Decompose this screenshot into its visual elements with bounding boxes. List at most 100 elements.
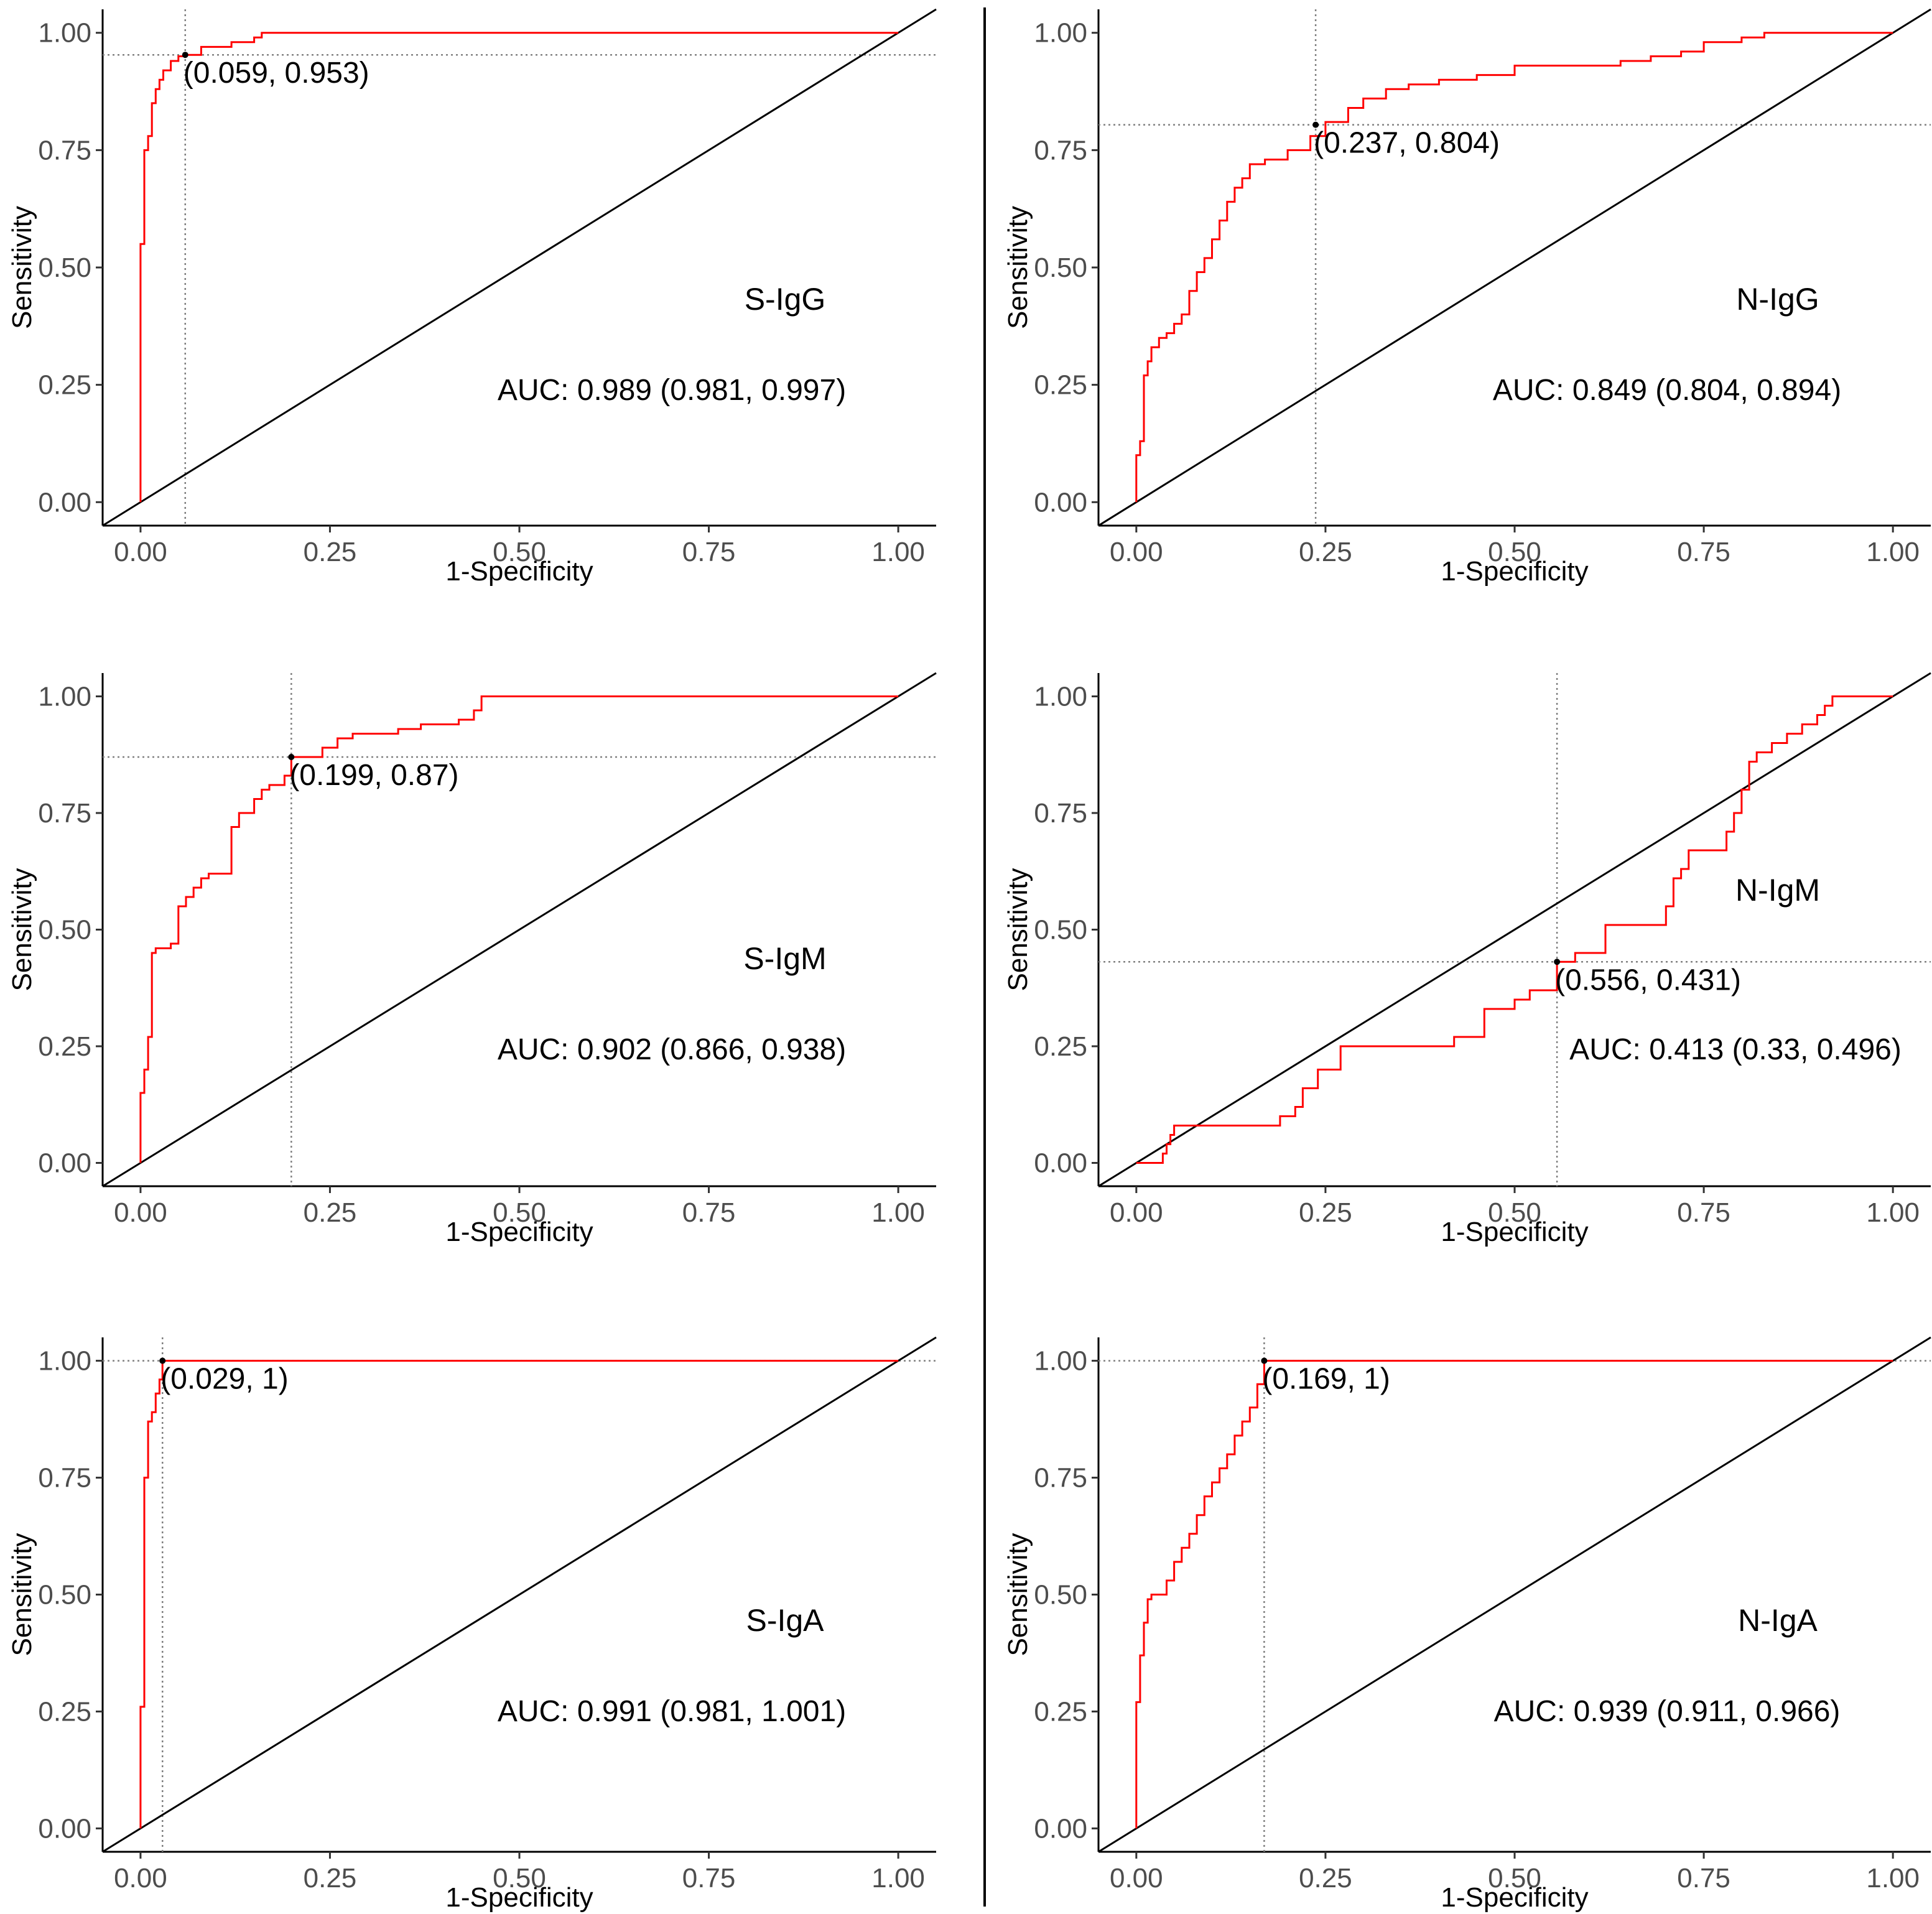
x-tick-label: 0.25: [304, 1197, 357, 1228]
auc-text: AUC: 0.991 (0.981, 1.001): [498, 1695, 846, 1728]
x-tick-label: 0.50: [1488, 537, 1541, 567]
x-axis-title: 1-Specificity: [445, 1882, 593, 1913]
x-tick-label: 1.00: [871, 537, 925, 567]
x-tick-label: 1.00: [1866, 537, 1920, 567]
x-tick-label: 0.75: [682, 1197, 736, 1228]
x-tick-label: 0.75: [1677, 537, 1730, 567]
y-tick-label: 0.25: [38, 1696, 91, 1727]
x-axis-title: 1-Specificity: [1441, 1217, 1588, 1247]
y-tick-label: 1.00: [38, 682, 91, 712]
x-tick-label: 0.50: [1488, 1863, 1541, 1893]
cutoff-point: [288, 754, 295, 760]
y-axis-title: Sensitivity: [1003, 868, 1033, 991]
x-tick-label: 0.25: [304, 1863, 357, 1893]
y-axis-title: Sensitivity: [1003, 206, 1033, 329]
roc-panel-n-igm: 0.00 0.00 0.25 0.25 0.50 0.50 0.75 0.75 1.00 1.00…: [1003, 672, 1931, 1247]
x-tick-label: 0.75: [682, 537, 736, 567]
panel-label: S-IgA: [746, 1603, 824, 1638]
cutoff-label: (0.199, 0.87): [289, 759, 458, 792]
y-tick-label: 1.00: [1034, 18, 1087, 49]
auc-text: AUC: 0.939 (0.911, 0.966): [1494, 1695, 1841, 1728]
x-tick-label: 0.50: [1488, 1197, 1541, 1228]
y-tick-label: 0.25: [1034, 1031, 1087, 1062]
x-tick-label: 0.25: [1299, 537, 1352, 567]
y-tick-label: 1.00: [38, 1346, 91, 1377]
y-tick-label: 1.00: [1034, 682, 1087, 712]
y-tick-label: 0.25: [38, 370, 91, 401]
y-axis-title: Sensitivity: [1003, 1533, 1033, 1656]
x-axis-title: 1-Specificity: [445, 556, 593, 587]
roc-panel-s-iga: 0.00 0.00 0.25 0.25 0.50 0.50 0.75 0.75 1.00 1.00…: [7, 1336, 937, 1913]
roc-panel-s-igg: 0.00 0.00 0.25 0.25 0.50 0.50 0.75 0.75 1.00 1.00…: [7, 8, 937, 587]
x-tick-label: 0.75: [1677, 1863, 1730, 1893]
roc-curve: [1135, 32, 1893, 503]
y-axis-title: Sensitivity: [7, 206, 37, 329]
x-axis-title: 1-Specificity: [1441, 556, 1588, 587]
y-tick-label: 0.25: [1034, 370, 1087, 401]
x-tick-label: 0.50: [493, 1197, 546, 1228]
auc-text: AUC: 0.413 (0.33, 0.496): [1569, 1033, 1902, 1066]
x-tick-label: 0.00: [1110, 1863, 1163, 1893]
roc-panel-n-igg: 0.00 0.00 0.25 0.25 0.50 0.50 0.75 0.75 1.00 1.00…: [1003, 8, 1931, 587]
roc-curve: [139, 32, 899, 503]
y-tick-label: 0.75: [1034, 135, 1087, 165]
chance-diagonal: [102, 672, 937, 1187]
x-tick-label: 1.00: [1866, 1197, 1920, 1228]
x-tick-label: 1.00: [871, 1863, 925, 1893]
cutoff-label: (0.169, 1): [1262, 1363, 1390, 1396]
panel-label: N-IgG: [1736, 282, 1819, 317]
cutoff-label: (0.059, 0.953): [183, 57, 369, 90]
panel-label: N-IgA: [1738, 1603, 1818, 1638]
cutoff-point: [1261, 1357, 1268, 1364]
cutoff-label: (0.029, 1): [160, 1363, 288, 1396]
y-tick-label: 0.00: [1034, 1148, 1087, 1179]
chance-diagonal: [102, 8, 937, 527]
y-tick-label: 0.00: [38, 1148, 91, 1179]
y-tick-label: 1.00: [38, 18, 91, 49]
cutoff-point: [182, 52, 188, 58]
y-tick-label: 0.75: [38, 798, 91, 829]
cutoff-label: (0.556, 0.431): [1555, 964, 1741, 996]
x-tick-label: 0.75: [682, 1863, 736, 1893]
y-tick-label: 0.75: [38, 135, 91, 165]
y-axis-title: Sensitivity: [7, 868, 37, 991]
y-tick-label: 0.00: [1034, 1813, 1087, 1844]
x-tick-label: 0.00: [1110, 537, 1163, 567]
cutoff-point: [1312, 121, 1319, 128]
panel-label: S-IgG: [745, 282, 826, 317]
chance-diagonal: [102, 1336, 937, 1853]
y-tick-label: 0.00: [38, 1813, 91, 1844]
x-tick-label: 0.25: [304, 537, 357, 567]
cutoff-label: (0.237, 0.804): [1314, 127, 1500, 160]
y-tick-label: 0.50: [38, 1580, 91, 1610]
x-tick-label: 0.00: [114, 537, 167, 567]
chance-diagonal: [1098, 1336, 1931, 1853]
x-tick-label: 0.00: [1110, 1197, 1163, 1228]
roc-curve: [1136, 695, 1893, 1164]
y-tick-label: 0.50: [38, 253, 91, 283]
roc-curve: [139, 695, 899, 1163]
x-axis-title: 1-Specificity: [445, 1217, 593, 1247]
roc-curve: [139, 1360, 899, 1829]
y-tick-label: 0.50: [1034, 915, 1087, 945]
y-tick-label: 0.00: [1034, 487, 1087, 518]
y-tick-label: 0.25: [38, 1031, 91, 1062]
y-tick-label: 1.00: [1034, 1346, 1087, 1377]
y-tick-label: 0.75: [38, 1463, 91, 1494]
y-tick-label: 0.50: [1034, 1580, 1087, 1610]
roc-panel-n-iga: 0.00 0.00 0.25 0.25 0.50 0.50 0.75 0.75 1.00 1.00…: [1003, 1336, 1931, 1913]
y-tick-label: 0.00: [38, 487, 91, 518]
x-axis-title: 1-Specificity: [1441, 1882, 1588, 1913]
y-tick-label: 0.50: [38, 915, 91, 945]
x-tick-label: 0.75: [1677, 1197, 1730, 1228]
roc-panel-s-igm: 0.00 0.00 0.25 0.25 0.50 0.50 0.75 0.75 1.00 1.00…: [7, 672, 937, 1247]
cutoff-point: [159, 1357, 166, 1364]
x-tick-label: 0.00: [114, 1197, 167, 1228]
y-axis-title: Sensitivity: [7, 1533, 37, 1656]
x-tick-label: 0.50: [493, 537, 546, 567]
x-tick-label: 1.00: [1866, 1863, 1920, 1893]
x-tick-label: 0.50: [493, 1863, 546, 1893]
cutoff-point: [1554, 959, 1561, 965]
